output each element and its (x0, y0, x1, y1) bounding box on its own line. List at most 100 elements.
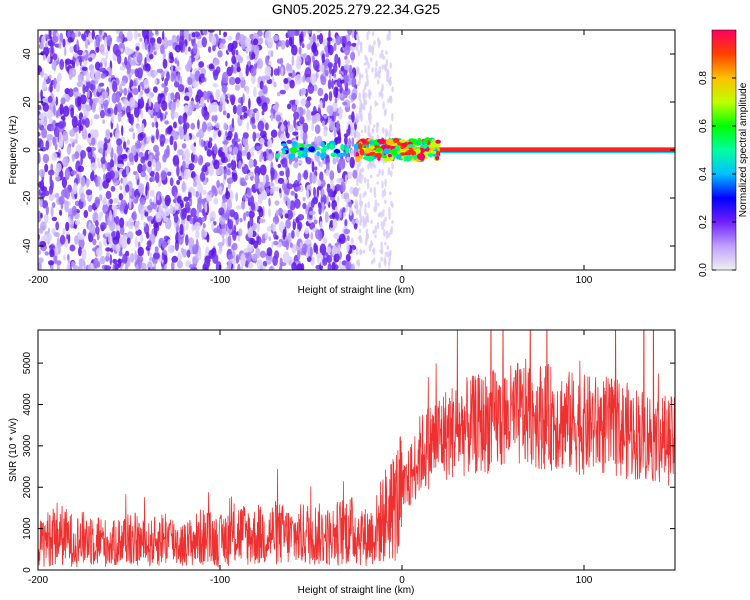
noise-cell (227, 35, 233, 41)
noise-cell (380, 256, 383, 262)
noise-cell (356, 30, 359, 33)
y-tick-label: 4000 (22, 393, 33, 416)
noise-cell (102, 119, 105, 124)
noise-cell (62, 38, 66, 48)
noise-cell (222, 237, 225, 245)
noise-cell (140, 235, 144, 243)
noise-cell (112, 80, 118, 93)
noise-cell (268, 207, 271, 218)
noise-cell (251, 253, 258, 262)
noise-cell (222, 110, 227, 116)
noise-cell (51, 202, 56, 208)
noise-cell (111, 244, 118, 251)
noise-cell (208, 103, 214, 114)
noise-cell (128, 197, 132, 210)
noise-cell (316, 30, 323, 33)
noise-cell (55, 162, 62, 173)
noise-cell (118, 237, 125, 245)
noise-cell (110, 113, 115, 124)
noise-cell (38, 210, 42, 223)
noise-cell (77, 73, 85, 83)
noise-cell (231, 55, 237, 65)
noise-cell (290, 190, 296, 196)
noise-cell (376, 122, 380, 128)
noise-cell (198, 77, 202, 83)
noise-cell (311, 160, 315, 173)
noise-cell (143, 78, 150, 90)
noise-cell (222, 140, 229, 145)
noise-cell (303, 170, 309, 180)
noise-cell (193, 142, 196, 147)
noise-cell (356, 33, 359, 40)
noise-cell (55, 109, 59, 118)
noise-cell (264, 181, 270, 188)
noise-cell (38, 169, 46, 178)
noise-cell (363, 99, 366, 105)
noise-cell (100, 57, 107, 64)
noise-cell (236, 104, 243, 116)
noise-cell (302, 122, 309, 133)
noise-cell (212, 253, 219, 264)
noise-cell (294, 193, 298, 199)
noise-cell (66, 234, 69, 240)
noise-cell (373, 40, 376, 46)
noise-cell (317, 179, 322, 187)
noise-cell (216, 179, 221, 189)
noise-cell (322, 39, 328, 47)
noise-cell (107, 234, 111, 243)
x-tick-label: -100 (210, 575, 230, 586)
noise-cell (84, 38, 89, 50)
noise-cell (376, 181, 379, 185)
noise-cell (94, 196, 100, 208)
noise-cell (360, 42, 363, 46)
noise-cell (67, 37, 73, 43)
noise-cell (69, 46, 74, 53)
noise-cell (72, 153, 75, 163)
noise-cell (203, 106, 208, 112)
signal-cell (302, 147, 310, 153)
noise-cell (65, 188, 70, 200)
noise-cell (265, 187, 270, 194)
noise-cell (343, 44, 351, 56)
noise-cell (174, 57, 178, 64)
noise-cell (297, 172, 302, 183)
noise-cell (279, 187, 282, 194)
noise-cell (240, 181, 248, 186)
noise-cell (256, 259, 263, 270)
noise-cell (105, 49, 109, 60)
noise-cell (371, 48, 374, 56)
noise-cell (191, 171, 196, 178)
noise-cell (291, 261, 297, 270)
noise-cell (171, 101, 176, 112)
noise-cell (129, 97, 136, 108)
noise-cell (139, 90, 144, 96)
noise-cell (135, 172, 140, 180)
noise-cell (173, 141, 178, 151)
noise-cell (223, 169, 227, 180)
noise-cell (74, 151, 80, 160)
noise-cell (70, 107, 74, 118)
noise-cell (327, 38, 331, 50)
noise-cell (371, 31, 375, 37)
noise-cell (247, 243, 254, 253)
noise-cell (218, 247, 223, 255)
noise-cell (264, 30, 272, 42)
noise-cell (351, 137, 355, 147)
noise-cell (342, 43, 346, 48)
noise-cell (135, 46, 140, 52)
noise-cell (140, 156, 146, 164)
noise-cell (292, 131, 299, 136)
noise-cell (54, 247, 59, 257)
noise-cell (91, 102, 96, 113)
noise-cell (280, 39, 286, 50)
noise-cell (43, 213, 49, 224)
noise-cell (190, 207, 197, 218)
noise-cell (344, 59, 351, 65)
noise-cell (389, 95, 393, 104)
noise-cell (126, 139, 130, 146)
signal-cell (436, 150, 440, 156)
noise-cell (282, 182, 289, 191)
signal-cell (341, 152, 347, 157)
noise-cell (369, 105, 373, 112)
noise-cell (358, 207, 362, 216)
